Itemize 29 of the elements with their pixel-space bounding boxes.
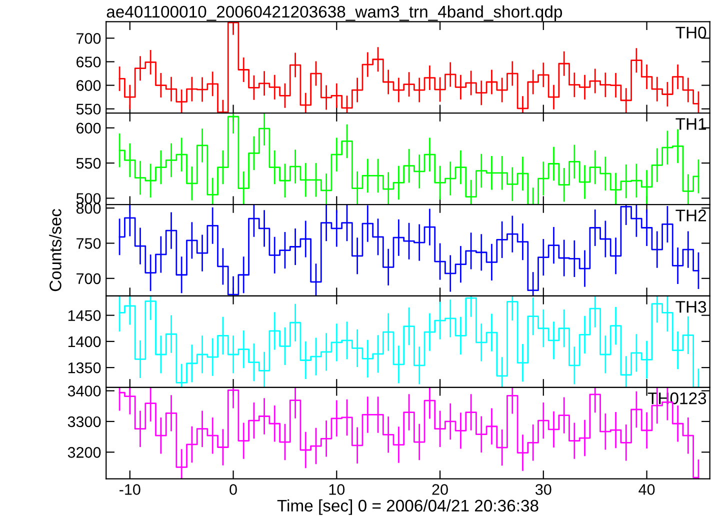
y-tick-label: 550: [76, 104, 101, 115]
series-label: TH3: [676, 300, 706, 313]
x-tick-label: 10: [329, 484, 345, 495]
x-tick-label: 40: [638, 484, 655, 495]
y-tick-label: 500: [76, 193, 101, 204]
y-tick-label: 600: [76, 122, 101, 134]
x-axis-title: Time [sec] 0 = 2006/04/21 20:36:38: [277, 499, 538, 515]
series-label: TH1: [676, 118, 706, 130]
y-tick-label: 1350: [68, 362, 101, 374]
y-tick-label: 3200: [68, 447, 101, 458]
y-tick-label: 800: [76, 202, 101, 214]
y-tick-label: 3400: [68, 386, 101, 396]
y-axis-title: Counts/sec: [49, 209, 62, 292]
y-tick-label: 3300: [68, 416, 101, 428]
y-tick-label: 600: [76, 80, 101, 91]
x-tick-label: 0: [230, 484, 237, 495]
series-label: TH2: [676, 210, 706, 222]
x-tick-label: 30: [535, 484, 552, 495]
y-tick-label: 1450: [68, 310, 101, 321]
y-tick-label: 1400: [68, 336, 101, 348]
y-tick-label: 550: [76, 158, 101, 169]
x-tick-label: 20: [432, 484, 448, 495]
y-tick-label: 750: [76, 238, 101, 249]
y-tick-label: 650: [76, 56, 101, 68]
y-tick-label: 700: [76, 33, 101, 44]
x-tick-label: -10: [120, 484, 140, 495]
text: TH0: [676, 26, 706, 38]
chart-title: ae401100010_20060421203638_wam3_trn_4band_short.qdp: [106, 5, 562, 21]
y-tick-label: 700: [76, 273, 101, 284]
